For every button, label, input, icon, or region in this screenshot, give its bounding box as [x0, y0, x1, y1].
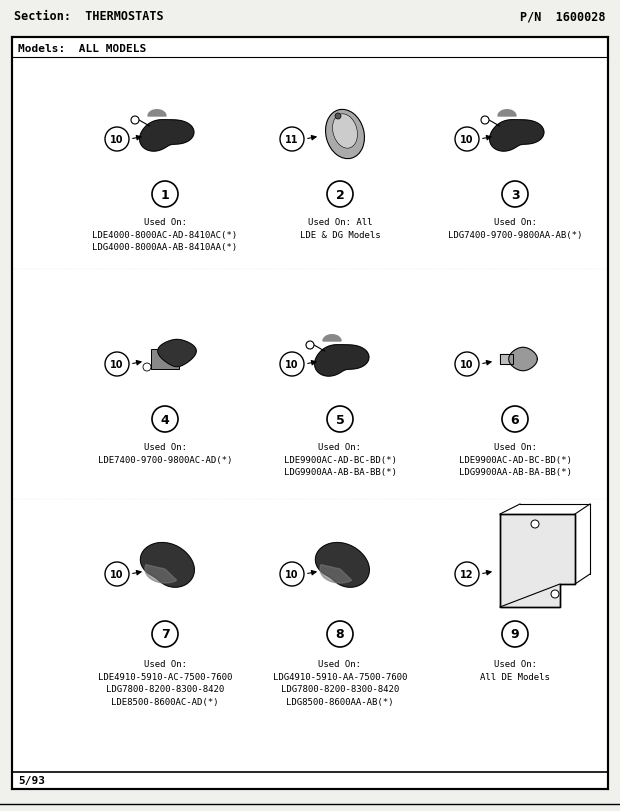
- Circle shape: [502, 621, 528, 647]
- Polygon shape: [498, 110, 516, 117]
- Text: 8: 8: [335, 628, 344, 641]
- Text: 4: 4: [161, 413, 169, 426]
- Polygon shape: [500, 354, 513, 365]
- Polygon shape: [158, 340, 196, 367]
- Text: Used On:
LDE9900AC-AD-BC-BD(*)
LDG9900AA-AB-BA-BB(*): Used On: LDE9900AC-AD-BC-BD(*) LDG9900AA…: [283, 443, 396, 476]
- Text: Used On:
All DE Models: Used On: All DE Models: [480, 659, 550, 680]
- Circle shape: [280, 128, 304, 152]
- Ellipse shape: [332, 114, 358, 149]
- Circle shape: [143, 363, 151, 371]
- Polygon shape: [500, 514, 575, 607]
- Circle shape: [105, 128, 129, 152]
- Polygon shape: [323, 335, 341, 341]
- Circle shape: [280, 353, 304, 376]
- Circle shape: [105, 562, 129, 586]
- Polygon shape: [315, 345, 369, 376]
- Text: 5/93: 5/93: [18, 775, 45, 785]
- Text: Used On:
LDE4910-5910-AC-7500-7600
LDG7800-8200-8300-8420
LDE8500-8600AC-AD(*): Used On: LDE4910-5910-AC-7500-7600 LDG78…: [98, 659, 232, 706]
- Circle shape: [531, 521, 539, 528]
- Text: Models:  ALL MODELS: Models: ALL MODELS: [18, 44, 146, 54]
- Circle shape: [327, 406, 353, 432]
- Circle shape: [455, 562, 479, 586]
- Text: 10: 10: [285, 359, 299, 370]
- Circle shape: [502, 182, 528, 208]
- Polygon shape: [145, 565, 177, 583]
- Circle shape: [455, 353, 479, 376]
- Text: Used On:
LDG7400-9700-9800AA-AB(*): Used On: LDG7400-9700-9800AA-AB(*): [448, 217, 582, 239]
- Text: 7: 7: [161, 628, 169, 641]
- Circle shape: [131, 117, 139, 125]
- Circle shape: [280, 562, 304, 586]
- Text: 2: 2: [335, 188, 344, 201]
- Polygon shape: [320, 565, 352, 583]
- Circle shape: [455, 128, 479, 152]
- Circle shape: [152, 621, 178, 647]
- Text: 1: 1: [161, 188, 169, 201]
- Bar: [151, 350, 179, 370]
- Text: 5: 5: [335, 413, 344, 426]
- Polygon shape: [316, 543, 370, 587]
- Circle shape: [152, 182, 178, 208]
- Text: P/N  1600028: P/N 1600028: [521, 10, 606, 23]
- Text: Used On:
LDE7400-9700-9800AC-AD(*): Used On: LDE7400-9700-9800AC-AD(*): [98, 443, 232, 464]
- Circle shape: [327, 182, 353, 208]
- Text: 10: 10: [110, 359, 124, 370]
- Text: 9: 9: [511, 628, 520, 641]
- Text: 10: 10: [460, 359, 474, 370]
- Polygon shape: [140, 121, 194, 152]
- Text: Used On:
LDE4000-8000AC-AD-8410AC(*)
LDG4000-8000AA-AB-8410AA(*): Used On: LDE4000-8000AC-AD-8410AC(*) LDG…: [92, 217, 237, 251]
- Polygon shape: [141, 543, 194, 587]
- Text: 6: 6: [511, 413, 520, 426]
- Text: 10: 10: [285, 569, 299, 579]
- Circle shape: [335, 114, 341, 120]
- Circle shape: [306, 341, 314, 350]
- Text: Used On:
LDE9900AC-AD-BC-BD(*)
LDG9900AA-AB-BA-BB(*): Used On: LDE9900AC-AD-BC-BD(*) LDG9900AA…: [459, 443, 572, 476]
- Circle shape: [502, 406, 528, 432]
- Circle shape: [105, 353, 129, 376]
- Text: 10: 10: [460, 135, 474, 145]
- Polygon shape: [509, 348, 538, 371]
- Text: 3: 3: [511, 188, 520, 201]
- Polygon shape: [490, 121, 544, 152]
- Polygon shape: [148, 110, 166, 117]
- Text: Used On: All
LDE & DG Models: Used On: All LDE & DG Models: [299, 217, 380, 239]
- Text: 11: 11: [285, 135, 299, 145]
- Circle shape: [327, 621, 353, 647]
- Text: Used On:
LDG4910-5910-AA-7500-7600
LDG7800-8200-8300-8420
LDG8500-8600AA-AB(*): Used On: LDG4910-5910-AA-7500-7600 LDG78…: [273, 659, 407, 706]
- Text: 12: 12: [460, 569, 474, 579]
- Circle shape: [481, 117, 489, 125]
- Text: 10: 10: [110, 569, 124, 579]
- Text: Section:  THERMOSTATS: Section: THERMOSTATS: [14, 10, 164, 23]
- Text: 10: 10: [110, 135, 124, 145]
- Circle shape: [152, 406, 178, 432]
- Ellipse shape: [326, 110, 365, 160]
- Circle shape: [551, 590, 559, 599]
